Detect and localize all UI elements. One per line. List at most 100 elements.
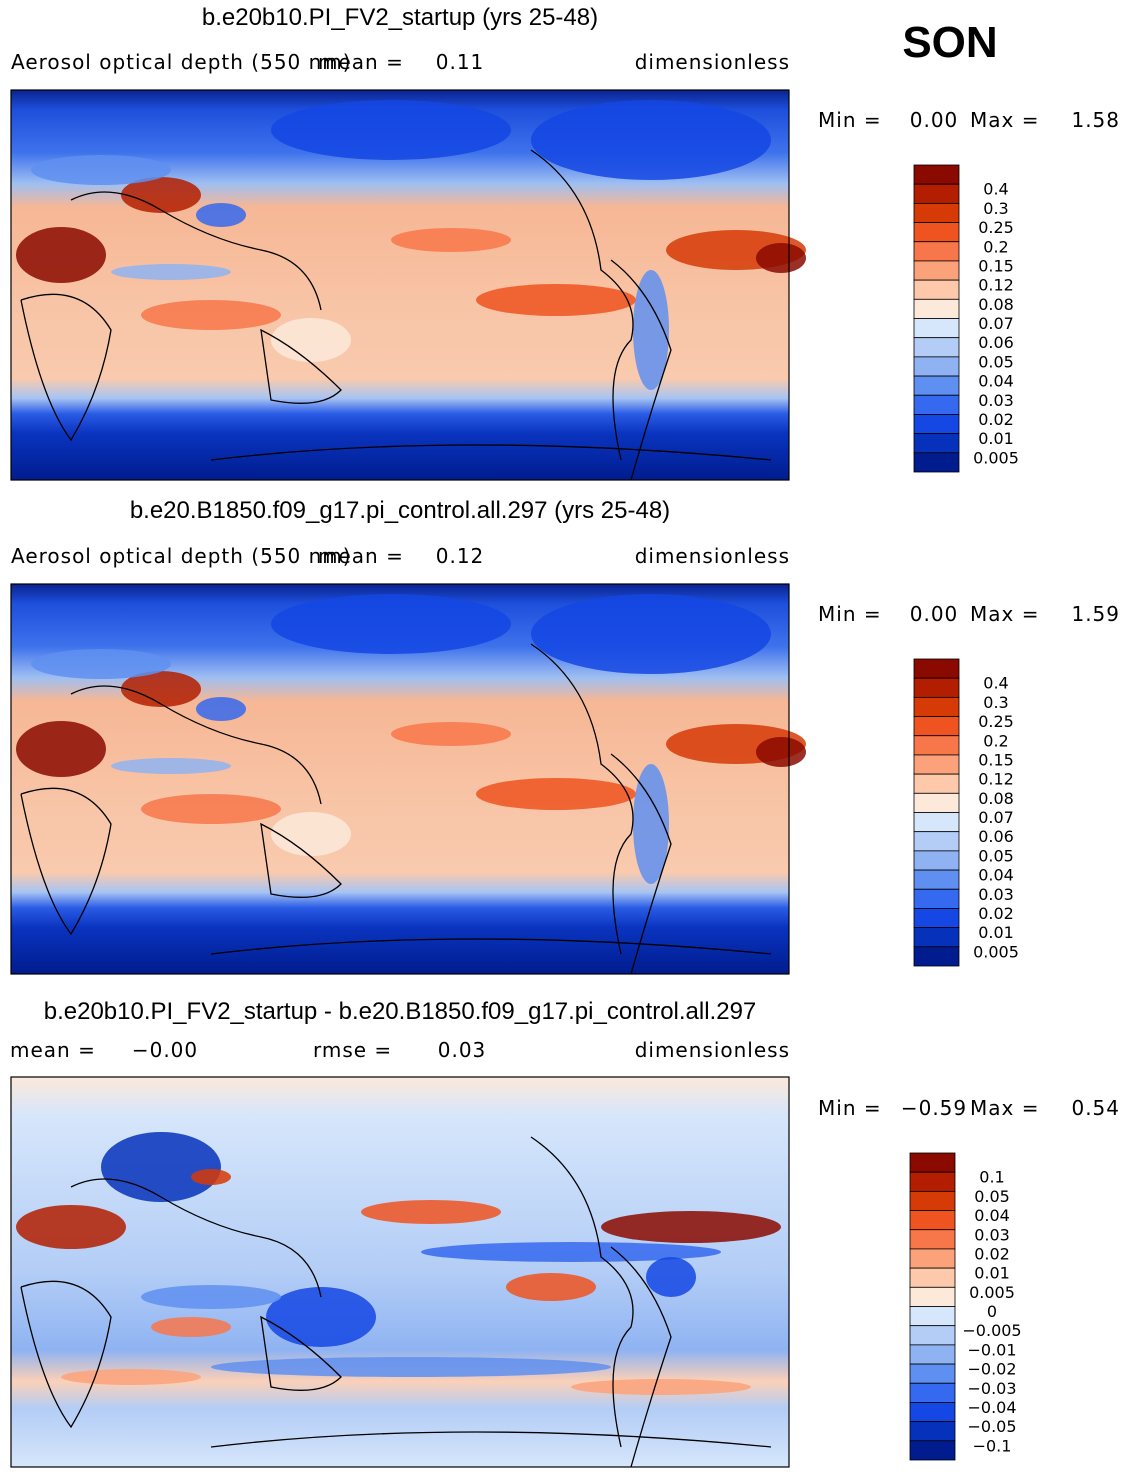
units: dimensionless [635,544,790,568]
field-blob [141,1285,281,1309]
colorbar-box [909,1171,956,1192]
colorbar-box [913,414,960,435]
min-value: 0.00 [910,108,959,132]
max-label: Max = [970,1096,1039,1120]
field-blob [271,100,511,160]
map-frame [10,89,790,481]
colorbar-box [909,1248,956,1269]
colorbar-label: 0.4 [983,180,1008,199]
field-blob [191,1169,231,1185]
colorbar-box [913,318,960,339]
colorbar-box [913,433,960,454]
field-blob [476,284,636,316]
map-frame [10,1076,790,1468]
colorbar-label: 0.05 [978,352,1014,371]
field-blob [476,778,636,810]
map-frame [10,583,790,975]
colorbar-label: 0.02 [974,1244,1010,1263]
colorbar-label: 0.04 [974,1206,1010,1225]
stat-value: −0.00 [132,1038,198,1062]
colorbar-label: 0.04 [978,372,1014,391]
colorbar-label: 0.005 [969,1283,1015,1302]
colorbar-box [913,850,960,871]
colorbar-label: 0.4 [983,674,1008,693]
max-value: 1.58 [1071,108,1120,132]
colorbar-box [909,1190,956,1211]
colorbar-label: 0.25 [978,218,1014,237]
colorbar-label: 0.25 [978,712,1014,731]
colorbar-box [913,831,960,852]
field-blob [506,1273,596,1301]
units: dimensionless [635,50,790,74]
min-value: 0.00 [910,602,959,626]
colorbar-label: 0.12 [978,276,1014,295]
colorbar-box [913,927,960,948]
colorbar-label: 0.01 [978,923,1014,942]
colorbar-label: 0.04 [978,866,1014,885]
colorbar-label: 0.08 [978,789,1014,808]
colorbar-label: 0.2 [983,237,1008,256]
colorbar-box [913,696,960,717]
field-blob [61,1369,201,1385]
colorbar-label: 0.03 [974,1225,1010,1244]
colorbar-label: 0.12 [978,770,1014,789]
colorbar-box [913,792,960,813]
colorbar-box [909,1421,956,1442]
colorbar-box [913,452,960,473]
units: dimensionless [635,1038,790,1062]
colorbar-label: 0.07 [978,808,1014,827]
colorbar-box [913,394,960,415]
colorbar-box [913,735,960,756]
colorbar-label: 0.3 [983,199,1008,218]
colorbar-label: 0.06 [978,333,1014,352]
min-label: Min = [818,602,882,626]
field-blob [151,1317,231,1337]
colorbar-label: −0.04 [967,1398,1016,1417]
colorbar-box [909,1229,956,1250]
field-blob [266,1287,376,1347]
colorbar-box [909,1152,956,1173]
panel-title: b.e20b10.PI_FV2_startup - b.e20.B1850.f0… [44,998,757,1025]
colorbar-label: 0.005 [973,448,1019,467]
colorbar-box [913,888,960,909]
field-blob [633,764,669,884]
colorbar-label: 0.005 [973,942,1019,961]
colorbar-box [913,164,960,185]
colorbar-box [913,773,960,794]
colorbar-label: 0.02 [978,904,1014,923]
colorbar-label: 0.01 [978,429,1014,448]
colorbar-box [913,677,960,698]
colorbar-label: 0 [987,1302,997,1321]
field-blob [211,1357,611,1377]
colorbar-label: −0.02 [967,1360,1016,1379]
field-blob [391,228,511,252]
stat-value: 0.03 [438,1038,487,1062]
field-blob [141,794,281,824]
field-blob [271,812,351,856]
colorbar-box [909,1267,956,1288]
colorbar-label: 0.03 [978,885,1014,904]
max-value: 0.54 [1071,1096,1120,1120]
stat-label: mean = [318,544,404,568]
colorbar-box [909,1210,956,1231]
colorbar-box [913,908,960,929]
coastline [20,149,772,481]
stat-label: rmse = [313,1038,392,1062]
stat-value: 0.11 [436,50,485,74]
field-blob [756,737,806,767]
colorbar-label: 0.3 [983,693,1008,712]
colorbar-box [913,754,960,775]
season-label: SON [902,18,997,67]
stat-label: mean = [318,50,404,74]
colorbar-box [909,1402,956,1423]
colorbar-box [909,1382,956,1403]
field-blob [196,697,246,721]
colorbar-box [913,241,960,262]
colorbar-label: 0.07 [978,314,1014,333]
colorbar-label: −0.1 [973,1436,1012,1455]
field-blob [531,594,771,674]
field-blob [16,721,106,777]
colorbar-label: −0.01 [967,1340,1016,1359]
max-value: 1.59 [1071,602,1120,626]
